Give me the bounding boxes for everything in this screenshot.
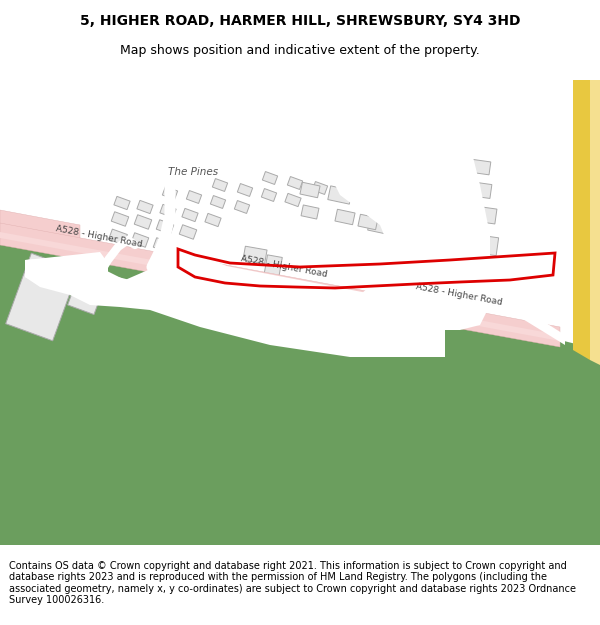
- Bar: [243, 246, 267, 264]
- Polygon shape: [0, 223, 560, 347]
- Polygon shape: [0, 235, 600, 545]
- Polygon shape: [330, 127, 490, 330]
- Bar: [335, 209, 355, 225]
- Bar: [358, 214, 378, 230]
- Bar: [163, 186, 178, 199]
- Bar: [264, 255, 282, 279]
- Bar: [397, 220, 419, 238]
- Bar: [131, 232, 149, 248]
- Text: A528 - Higher Road: A528 - Higher Road: [415, 282, 503, 307]
- Bar: [212, 179, 227, 191]
- Bar: [409, 157, 431, 173]
- Bar: [262, 171, 278, 184]
- Bar: [156, 220, 174, 234]
- Bar: [128, 252, 148, 268]
- Bar: [337, 186, 353, 199]
- Bar: [5, 253, 79, 341]
- Bar: [134, 215, 152, 229]
- Bar: [114, 196, 130, 209]
- Bar: [440, 239, 470, 261]
- Bar: [238, 184, 253, 196]
- Bar: [153, 238, 171, 252]
- Bar: [406, 205, 434, 225]
- Bar: [104, 246, 125, 264]
- Bar: [400, 188, 431, 212]
- Bar: [160, 204, 176, 217]
- Bar: [473, 206, 497, 224]
- Bar: [68, 266, 109, 314]
- Bar: [235, 201, 250, 214]
- Text: A528 - Higher Road: A528 - Higher Road: [55, 224, 143, 249]
- Bar: [179, 225, 197, 239]
- Polygon shape: [0, 80, 600, 545]
- Bar: [469, 159, 491, 175]
- Polygon shape: [30, 147, 385, 175]
- Bar: [300, 182, 320, 198]
- Bar: [440, 160, 460, 174]
- Bar: [287, 176, 302, 189]
- Bar: [443, 208, 467, 226]
- Text: Contains OS data © Crown copyright and database right 2021. This information is : Contains OS data © Crown copyright and d…: [9, 561, 576, 606]
- Bar: [468, 181, 492, 199]
- Bar: [363, 182, 397, 208]
- Bar: [301, 205, 319, 219]
- Bar: [205, 213, 221, 227]
- Bar: [182, 208, 198, 222]
- Polygon shape: [590, 80, 600, 365]
- Bar: [262, 189, 277, 201]
- Bar: [368, 216, 392, 234]
- Polygon shape: [25, 235, 445, 357]
- Bar: [111, 212, 129, 226]
- Bar: [187, 191, 202, 204]
- Text: A528 - Higher Road: A528 - Higher Road: [239, 254, 328, 279]
- Text: 5, HIGHER ROAD, HARMER HILL, SHREWSBURY, SY4 3HD: 5, HIGHER ROAD, HARMER HILL, SHREWSBURY,…: [80, 14, 520, 28]
- Text: Map shows position and indicative extent of the property.: Map shows position and indicative extent…: [120, 44, 480, 57]
- Polygon shape: [25, 252, 108, 287]
- Bar: [328, 186, 352, 204]
- Bar: [313, 181, 328, 194]
- Bar: [439, 181, 461, 198]
- Polygon shape: [30, 240, 445, 330]
- Bar: [109, 229, 127, 245]
- Bar: [211, 196, 226, 209]
- Bar: [472, 234, 499, 256]
- Polygon shape: [0, 232, 560, 341]
- Bar: [408, 179, 432, 196]
- Bar: [404, 233, 436, 257]
- Polygon shape: [490, 295, 565, 345]
- Polygon shape: [0, 210, 80, 240]
- Bar: [137, 201, 153, 214]
- Text: The Pines: The Pines: [168, 167, 218, 177]
- Bar: [285, 193, 301, 207]
- Polygon shape: [573, 80, 590, 360]
